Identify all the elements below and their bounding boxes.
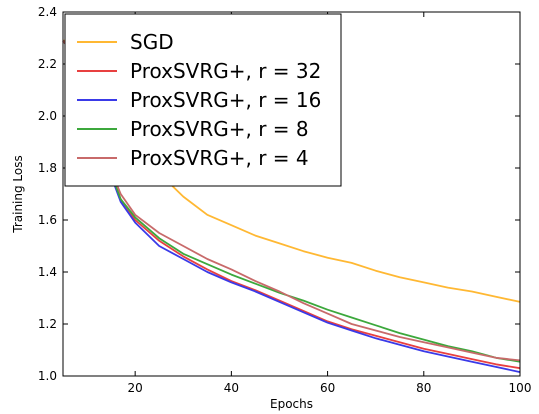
legend-entry-label: ProxSVRG+, r = 32: [130, 59, 321, 83]
y-tick-label: 2.0: [38, 109, 57, 123]
y-tick-label: 1.6: [38, 213, 57, 227]
legend-entry-label: ProxSVRG+, r = 16: [130, 88, 321, 112]
x-tick-label: 40: [224, 381, 239, 395]
y-tick-label: 1.0: [38, 369, 57, 383]
legend-entry-label: ProxSVRG+, r = 8: [130, 117, 309, 141]
x-tick-label: 80: [416, 381, 431, 395]
y-tick-label: 1.2: [38, 317, 57, 331]
ticks-layer: 20 40 60 80 100 1.0 1.2 1.4 1.6 1.8 2.0 2.2 2.4: [38, 5, 532, 395]
legend-entry-label: ProxSVRG+, r = 4: [130, 146, 309, 170]
plot-frame: [62, 11, 521, 377]
y-axis-label: Training Loss: [11, 155, 25, 233]
x-tick-label: 20: [128, 381, 143, 395]
x-tick-label: 60: [320, 381, 335, 395]
y-tick-label: 2.4: [38, 5, 57, 19]
y-tick-label: 1.4: [38, 265, 57, 279]
legend: SGD ProxSVRG+, r = 32 ProxSVRG+, r = 16 Pro…: [64, 13, 342, 187]
x-axis-label: Epochs: [270, 397, 313, 411]
y-tick-label: 2.2: [38, 57, 57, 71]
legend-entry-label: SGD: [130, 30, 174, 54]
x-tick-label: 100: [509, 381, 532, 395]
y-tick-label: 1.8: [38, 161, 57, 175]
